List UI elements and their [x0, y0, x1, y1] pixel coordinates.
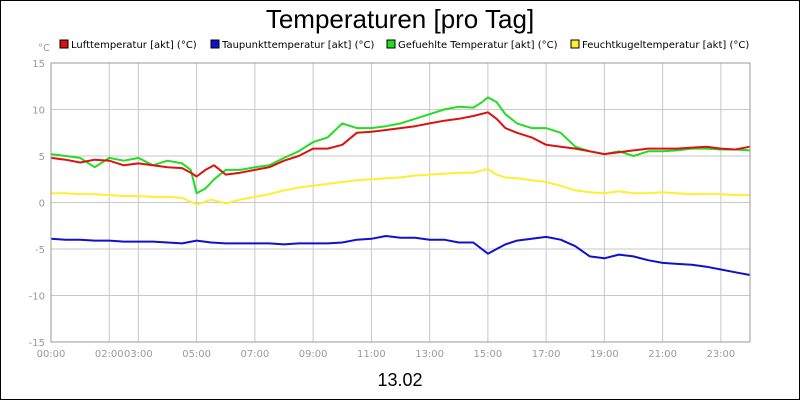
x-tick-label: 03:00: [124, 349, 153, 360]
y-axis-ticks: -15 -10 -5 0 5 10 15: [29, 59, 45, 349]
series-line-1: [50, 235, 751, 276]
y-axis-unit: °C: [38, 43, 50, 54]
y-tick-label: 15: [32, 59, 45, 70]
legend-label: Lufttemperatur [akt] (°C): [71, 40, 197, 51]
x-tick-label: 19:00: [590, 349, 619, 360]
plot-area: [50, 62, 751, 343]
x-tick-label: 05:00: [182, 349, 211, 360]
chart-title: Temperaturen [pro Tag]: [266, 4, 534, 34]
legend-swatch: [210, 39, 220, 49]
legend-label: Feuchtkugeltemperatur [akt] (°C): [582, 40, 749, 51]
y-tick-label: 0: [39, 199, 45, 210]
legend-label: Gefuehlte Temperatur [akt] (°C): [398, 40, 558, 51]
legend-label: Taupunkttemperatur [akt] (°C): [221, 40, 374, 51]
x-tick-label: 02:00: [95, 349, 124, 360]
series-line-2: [50, 96, 751, 195]
x-tick-label: 21:00: [648, 349, 677, 360]
x-axis-ticks: 00:00 02:00 03:00 05:00 07:00 09:00 11:00 13:00…: [37, 349, 736, 360]
y-tick-label: 5: [39, 152, 45, 163]
legend-swatch: [570, 39, 580, 49]
x-tick-label: 00:00: [37, 349, 66, 360]
legend-swatch: [59, 39, 69, 49]
y-tick-label: -15: [29, 338, 45, 349]
series-lines: [50, 96, 751, 276]
x-tick-label: 11:00: [357, 349, 386, 360]
x-tick-label: 17:00: [532, 349, 561, 360]
legend: Lufttemperatur [akt] (°C) Taupunkttempera…: [59, 39, 749, 51]
series-line-3: [51, 168, 750, 206]
x-tick-label: 07:00: [240, 349, 269, 360]
x-tick-label: 23:00: [706, 349, 735, 360]
x-tick-label: 15:00: [473, 349, 502, 360]
x-tick-label: 13:00: [415, 349, 444, 360]
y-tick-label: 10: [32, 106, 45, 117]
x-axis-date-label: 13.02: [377, 370, 422, 390]
plot-border: [50, 62, 751, 343]
y-tick-label: -5: [35, 245, 45, 256]
y-tick-label: -10: [29, 292, 45, 303]
x-tick-label: 09:00: [299, 349, 328, 360]
series-line-0: [50, 111, 751, 178]
legend-swatch: [386, 39, 396, 49]
